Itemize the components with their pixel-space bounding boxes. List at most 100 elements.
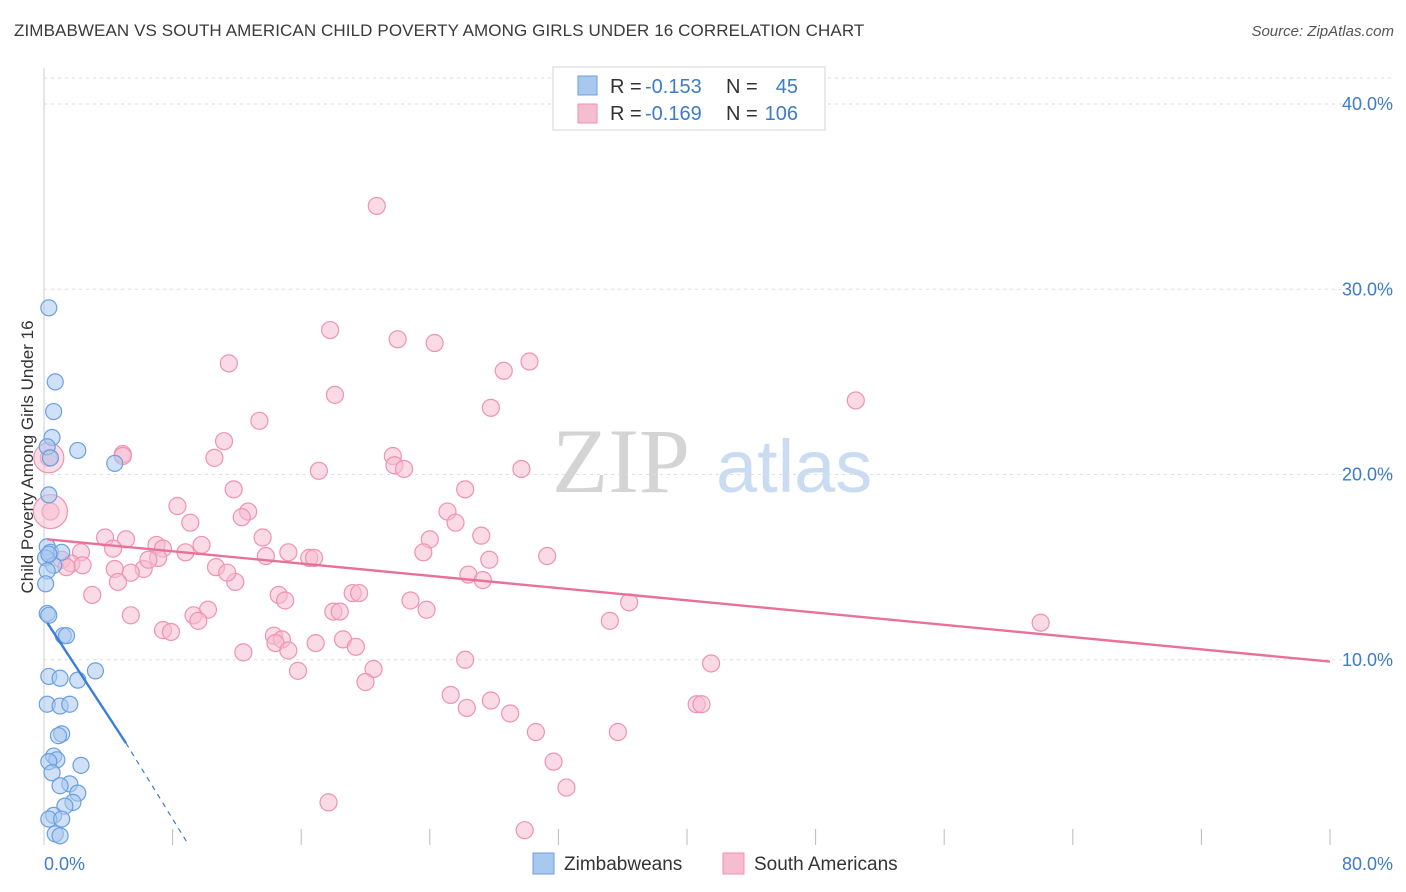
data-point-south-americans [256,546,275,566]
data-point-south-americans [401,591,420,610]
data-point-south-americans [356,672,375,692]
data-point-south-americans [494,361,513,380]
trend-line-zimbabweans-extension [125,742,190,846]
bottom-legend-swatch-south-americans [722,852,745,875]
data-point-south-americans [279,641,298,660]
data-point-south-americans [600,611,619,630]
legend-r-value-2: -0.169 [645,103,702,125]
y-tick-label: 40.0% [1342,94,1393,114]
data-point-zimbabweans [41,449,60,467]
data-point-south-americans [1031,613,1050,632]
bottom-legend-swatch-zimbabweans [532,852,555,875]
trend-lines [46,538,1331,846]
data-point-zimbabweans [61,695,79,713]
data-point-south-americans [515,821,534,840]
data-point-south-americans [481,691,500,710]
bottom-legend-label-south-americans: South Americans [754,854,898,875]
x-tick-label-max: 80.0% [1342,854,1393,874]
data-point-south-americans [538,546,557,566]
data-point-south-americans [121,606,140,625]
data-point-south-americans [288,661,308,680]
data-point-zimbabweans [40,606,58,624]
y-axis-title: Child Poverty Among Girls Under 16 [18,320,37,593]
data-point-zimbabweans [86,662,105,680]
gridlines [44,77,1393,661]
data-point-south-americans [218,563,237,582]
data-point-south-americans [364,659,383,679]
data-point-south-americans [189,611,208,630]
data-point-zimbabweans [46,373,64,391]
legend-n-value-1: 45 [776,76,798,98]
data-point-zimbabweans [57,627,76,645]
data-point-south-americans [417,600,436,619]
data-point-zimbabweans [69,441,87,460]
data-point-zimbabweans [51,669,69,687]
data-point-zimbabweans [53,810,71,828]
data-point-south-americans [349,583,369,603]
data-point-south-americans [309,461,328,480]
data-point-zimbabweans [51,777,69,795]
data-point-south-americans [472,526,491,545]
watermark-zip: ZIP [552,410,690,512]
data-point-zimbabweans [40,486,58,504]
data-point-south-americans [520,352,539,371]
data-point-south-americans [557,778,576,797]
legend-r-value-1: -0.153 [645,76,702,98]
legend-n-value-2: 106 [765,103,798,125]
data-point-south-americans [224,480,243,499]
data-point-south-americans [346,637,365,656]
data-point-south-americans [276,591,295,610]
data-point-south-americans [480,550,499,569]
data-point-south-americans [388,330,407,349]
y-tick-label: 30.0% [1342,279,1393,299]
data-point-south-americans [414,543,433,562]
data-point-south-americans [456,650,475,669]
legend-r-label-1: R = [610,76,642,98]
data-point-south-americans [441,685,460,705]
data-point-south-americans [319,793,338,812]
data-point-south-americans [250,411,269,430]
data-point-south-americans [702,654,721,673]
data-point-south-americans [544,752,563,771]
data-point-zimbabweans [51,827,69,845]
data-point-south-americans [846,391,865,410]
data-point-south-americans [161,622,181,642]
legend-n-label-2: N = [726,103,758,125]
data-point-zimbabweans [45,402,63,421]
data-point-zimbabweans [43,764,61,782]
source-label: Source: ZipAtlas.com [1251,23,1394,40]
data-point-south-americans [139,550,158,569]
legend-swatch-south-americans [577,103,598,124]
data-point-south-americans [304,548,324,567]
data-point-zimbabweans [72,756,90,774]
data-point-south-americans [232,508,251,527]
trend-line-south-americans [47,538,1331,663]
x-tick-label-min: 0.0% [44,854,85,874]
data-point-south-americans [181,513,200,532]
data-point-zimbabweans [40,299,58,317]
data-point-zimbabweans [49,727,68,745]
zimbabweans-points [37,299,124,845]
bottom-legend-label-zimbabweans: Zimbabweans [564,854,682,875]
data-point-zimbabweans [40,545,58,563]
trend-line-zimbabweans [46,622,127,744]
data-point-south-americans [457,698,476,718]
data-point-south-americans [73,556,92,575]
data-point-south-americans [253,528,272,547]
data-point-south-americans [692,695,711,714]
data-point-south-americans [425,333,444,353]
south-americans-points [32,196,1050,840]
data-point-south-americans [108,572,128,592]
data-point-south-americans [456,480,475,499]
legend-frame [552,66,826,131]
data-point-south-americans [219,354,238,373]
legend-n-label-1: N = [726,76,758,98]
data-point-south-americans [168,496,187,516]
series-legend: Zimbabweans South Americans [532,852,898,875]
data-point-south-americans [306,633,325,653]
data-point-south-americans [192,535,211,555]
data-point-south-americans [512,459,531,479]
x-axis-ticks [172,829,1331,845]
data-point-south-americans [394,459,414,479]
